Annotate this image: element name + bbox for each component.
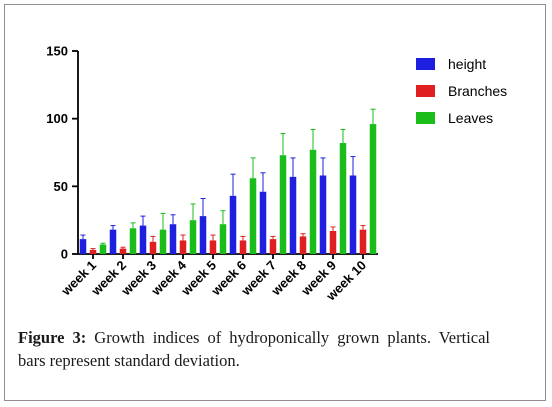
bar-height-7 xyxy=(259,191,267,254)
bar-branches-4 xyxy=(179,240,187,254)
chart-legend: height Branches Leaves xyxy=(416,56,507,126)
bar-leaves-9 xyxy=(339,143,347,254)
bar-leaves-3 xyxy=(159,229,167,254)
figure-frame xyxy=(4,4,546,401)
bar-branches-2 xyxy=(119,248,127,254)
y-tick-label: 100 xyxy=(46,111,68,126)
figure-caption: Figure 3: Growth indices of hydroponical… xyxy=(18,326,490,372)
bar-branches-9 xyxy=(329,230,337,254)
bar-branches-3 xyxy=(149,241,157,254)
caption-text: Growth indices of hydroponically grown p… xyxy=(18,328,491,370)
bar-height-9 xyxy=(319,175,327,254)
bar-height-1 xyxy=(79,239,87,254)
bar-leaves-7 xyxy=(279,155,287,254)
bar-leaves-4 xyxy=(189,220,197,254)
legend-swatch-leaves xyxy=(416,112,435,124)
bar-branches-1 xyxy=(89,249,97,254)
legend-label-height: height xyxy=(448,56,486,72)
bar-height-8 xyxy=(289,176,297,254)
bar-branches-10 xyxy=(359,229,367,254)
bar-leaves-6 xyxy=(249,178,257,254)
y-tick-label: 150 xyxy=(46,44,68,59)
bar-leaves-5 xyxy=(219,224,227,254)
bar-leaves-10 xyxy=(369,124,377,254)
legend-swatch-branches xyxy=(416,85,435,97)
bar-height-10 xyxy=(349,175,357,254)
bar-branches-6 xyxy=(239,240,247,254)
bar-branches-8 xyxy=(299,236,307,254)
bar-height-4 xyxy=(169,224,177,254)
caption-label: Figure 3: xyxy=(18,328,87,347)
bar-leaves-8 xyxy=(309,149,317,254)
legend-swatch-height xyxy=(416,58,435,70)
bar-branches-5 xyxy=(209,240,217,254)
legend-label-leaves: Leaves xyxy=(448,110,493,126)
bar-height-5 xyxy=(199,216,207,254)
bar-height-3 xyxy=(139,225,147,254)
y-tick-label: 0 xyxy=(61,247,68,262)
legend-label-branches: Branches xyxy=(448,83,507,99)
bar-leaves-1 xyxy=(99,244,107,254)
chart-bars xyxy=(79,108,377,254)
bar-height-6 xyxy=(229,195,237,254)
bar-leaves-2 xyxy=(129,228,137,254)
bar-branches-7 xyxy=(269,239,277,254)
y-tick-label: 50 xyxy=(54,179,68,194)
bar-height-2 xyxy=(109,229,117,254)
